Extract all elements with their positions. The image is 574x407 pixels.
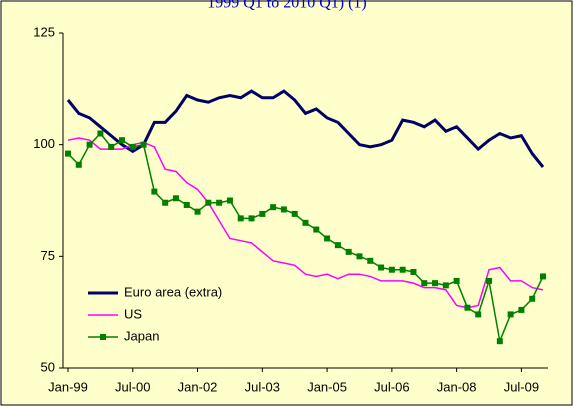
legend-label: US <box>124 306 142 321</box>
marker <box>324 235 331 242</box>
y-tick-label: 75 <box>41 248 55 263</box>
marker <box>291 210 298 217</box>
x-tick-label: Jan-99 <box>48 379 88 394</box>
marker <box>237 215 244 222</box>
x-tick-label: Jan-05 <box>307 379 347 394</box>
chart-title: 1999 Q1 to 2010 Q1) (1) <box>207 0 367 12</box>
marker <box>108 143 115 150</box>
x-tick-label: Jan-08 <box>437 379 477 394</box>
marker <box>86 141 93 148</box>
marker <box>399 266 406 273</box>
marker <box>432 280 439 287</box>
marker <box>65 150 71 157</box>
y-tick-label: 100 <box>33 136 55 151</box>
marker <box>475 311 482 318</box>
marker <box>518 306 525 313</box>
marker <box>183 201 190 208</box>
marker <box>172 195 179 202</box>
marker <box>453 277 460 284</box>
legend-marker <box>100 334 106 340</box>
marker <box>162 199 169 206</box>
y-tick-label: 125 <box>33 24 55 39</box>
marker <box>75 161 82 168</box>
marker <box>410 268 417 275</box>
series-line <box>66 89 545 168</box>
marker <box>486 277 493 284</box>
marker <box>118 137 125 144</box>
marker <box>313 226 320 233</box>
marker <box>356 253 363 260</box>
legend-label: Euro area (extra) <box>124 284 222 299</box>
x-tick-label: Jul-03 <box>245 379 280 394</box>
x-tick-label: Jan-02 <box>178 379 218 394</box>
marker <box>97 130 104 137</box>
marker <box>464 304 471 311</box>
marker <box>367 257 374 264</box>
marker <box>129 143 136 150</box>
marker <box>280 206 287 213</box>
x-tick-label: Jul-00 <box>115 379 150 394</box>
marker <box>334 242 341 249</box>
marker <box>205 199 212 206</box>
marker <box>302 219 309 226</box>
marker <box>194 208 201 215</box>
marker <box>248 215 255 222</box>
marker <box>216 199 223 206</box>
marker <box>442 282 449 289</box>
marker <box>378 264 385 271</box>
y-tick-label: 50 <box>41 359 55 374</box>
legend-label: Japan <box>124 328 159 343</box>
marker <box>388 266 395 273</box>
series-line <box>67 137 544 309</box>
marker <box>421 280 428 287</box>
marker <box>151 188 158 195</box>
marker <box>540 273 546 280</box>
marker <box>270 204 277 211</box>
marker <box>226 197 233 204</box>
marker <box>529 295 536 302</box>
x-tick-label: Jul-06 <box>374 379 409 394</box>
x-tick-label: Jul-09 <box>504 379 539 394</box>
marker <box>345 248 352 255</box>
marker <box>496 338 503 345</box>
marker <box>140 141 147 148</box>
marker <box>259 210 266 217</box>
marker <box>507 311 514 318</box>
